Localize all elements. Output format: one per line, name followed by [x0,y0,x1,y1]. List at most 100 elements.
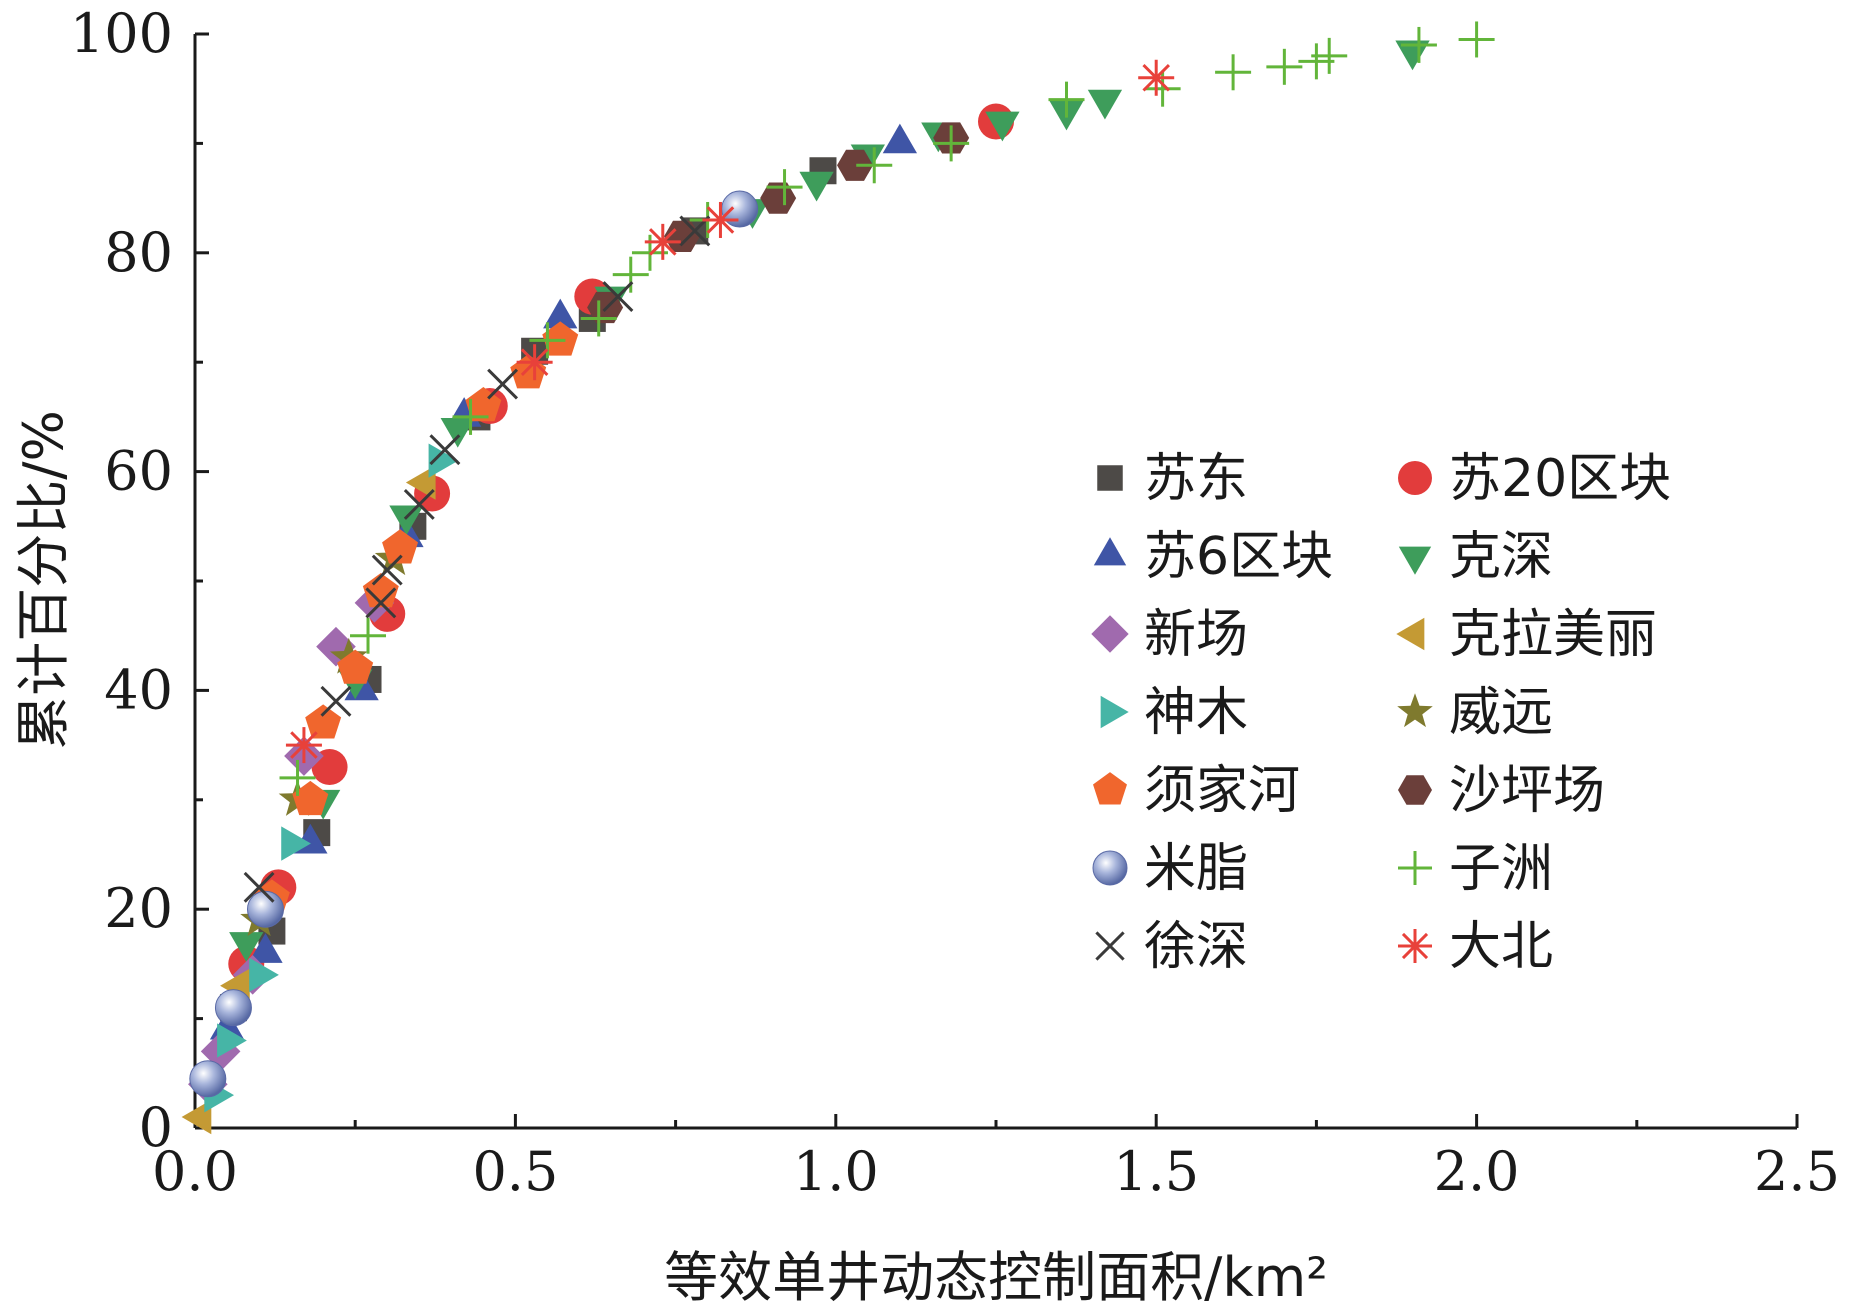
legend-item: 须家河 [1093,761,1300,821]
legend-marker [1100,695,1129,729]
series-sphere [189,190,759,1098]
data-point [229,932,264,962]
legend-label: 新场 [1144,605,1248,665]
legend-item: 苏20区块 [1398,449,1671,509]
y-tick-label: 100 [70,2,173,65]
data-point [389,505,424,536]
data-point [429,434,461,466]
data-point [248,933,283,963]
y-tick-label: 20 [104,877,173,940]
legend-marker [1097,465,1123,491]
legend-label: 须家河 [1144,761,1300,821]
legend-label: 克拉美丽 [1449,605,1657,665]
data-point [602,281,634,313]
series-circle [228,103,1014,982]
y-tick-label: 80 [104,221,173,284]
x-tick-label: 1.0 [793,1140,879,1203]
legend-marker [1398,461,1432,495]
legend-label: 子洲 [1449,839,1553,899]
legend-item: 新场 [1091,605,1248,665]
legend-item: 神木 [1100,683,1248,743]
data-point [440,417,475,448]
y-tick-label: 40 [104,658,173,721]
data-point [243,871,275,903]
x-tick-label: 1.5 [1113,1140,1199,1203]
data-point [837,149,874,181]
data-point [403,488,435,520]
legend-item: 米脂 [1092,839,1248,899]
data-point [799,171,834,202]
series-pentagon [253,321,579,914]
data-point [285,727,322,764]
legend-label: 苏东 [1144,449,1248,509]
data-point [1311,37,1348,74]
data-point [1144,70,1181,107]
data-point [281,826,311,861]
data-point [612,256,649,293]
data-point [405,465,436,500]
legend-label: 威远 [1449,683,1553,743]
legend-marker [1397,693,1433,728]
legend-label: 米脂 [1144,839,1248,899]
axis-ticks [193,32,1799,1130]
legend-item: 徐深 [1095,917,1248,977]
legend-item: 大北 [1398,917,1553,977]
data-point [337,649,374,684]
data-point [189,1060,227,1098]
data-point [1458,21,1495,58]
y-axis-title: 累计百分比/% [12,410,75,750]
series-triangle-down [229,40,1430,962]
data-point [365,587,397,619]
data-point [702,201,739,238]
data-points [181,21,1495,1135]
legend-marker [1396,617,1425,651]
series-cross [243,215,711,903]
data-point [529,322,566,359]
legend-label: 克深 [1449,527,1553,587]
data-point [644,223,681,260]
legend-item: 克深 [1398,527,1553,587]
data-point [766,169,803,206]
x-tick-label: 0.0 [152,1140,238,1203]
data-point [1087,89,1123,120]
series-triangle-up [209,123,918,1040]
legend-marker [1398,851,1432,885]
legend-marker [1398,546,1432,575]
data-point [516,344,553,381]
data-point [292,780,329,816]
data-point [1266,48,1303,85]
data-point [1215,54,1252,91]
legend-marker [1095,931,1125,961]
data-point [1395,40,1430,71]
data-point [856,147,893,184]
legend-marker [1398,929,1432,963]
data-point [320,685,352,717]
x-tick-label: 2.5 [1754,1140,1840,1203]
legend-marker [1093,772,1127,805]
data-point [760,182,797,214]
data-point [217,1023,247,1058]
data-point [350,617,387,654]
data-point [721,190,759,228]
legend-marker [1093,537,1127,566]
data-point [452,398,489,435]
legend-item: 子洲 [1398,839,1553,899]
legend-marker [1092,850,1128,886]
data-point [214,989,252,1027]
data-point [428,443,459,478]
data-point [181,1099,212,1135]
data-point [305,704,342,739]
data-point [487,368,519,400]
x-tick-label: 0.5 [472,1140,558,1203]
legend-item: 威远 [1397,683,1553,743]
legend-label: 徐深 [1144,917,1248,977]
data-point [1048,81,1085,118]
legend-item: 苏6区块 [1093,527,1333,587]
data-point [246,890,284,928]
x-tick-label: 2.0 [1434,1140,1520,1203]
data-point [542,321,579,356]
legend-label: 神木 [1144,683,1248,743]
data-point [580,300,617,337]
data-point [362,573,399,608]
